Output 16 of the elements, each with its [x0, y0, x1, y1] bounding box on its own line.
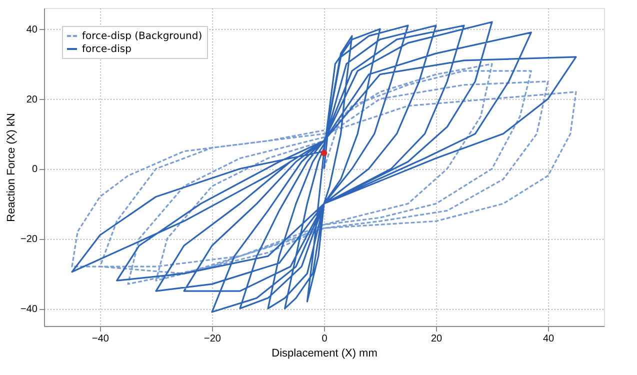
x-tick-label: −40: [92, 334, 110, 344]
y-axis-title: Reaction Force (X) kN: [6, 113, 18, 222]
y-tick-label: 40: [26, 24, 38, 36]
y-tick-label: 0: [32, 164, 38, 176]
legend-label: force-disp: [82, 44, 132, 55]
x-tick-label: −20: [204, 334, 222, 344]
legend-label: force-disp (Background): [82, 31, 202, 42]
line-series: [71, 63, 577, 285]
x-axis-title: Displacement (X) mm: [272, 348, 378, 360]
x-tick-label: 20: [430, 334, 442, 344]
x-tick-label: 0: [322, 334, 328, 344]
y-tick-label: −40: [20, 304, 38, 316]
x-tick-label: 40: [542, 334, 554, 344]
line-series: [71, 21, 577, 313]
y-tick-label: −20: [20, 234, 38, 246]
y-tick-label: 20: [26, 94, 38, 106]
